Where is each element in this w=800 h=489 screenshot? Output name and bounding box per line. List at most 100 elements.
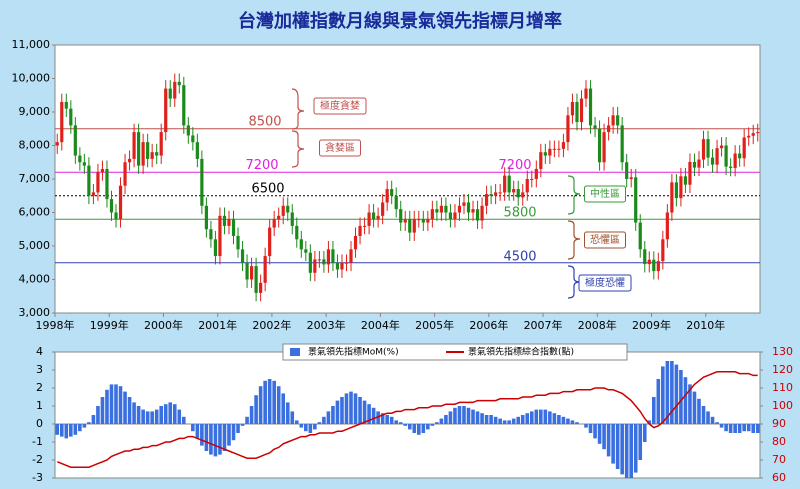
bar (728, 424, 733, 433)
bar (254, 395, 258, 424)
candle-body (751, 133, 755, 136)
bar (136, 406, 141, 424)
y-tick-label: 6,000 (19, 206, 51, 219)
bar (55, 424, 60, 435)
y-tick-label: 10,000 (12, 72, 51, 85)
bracket (567, 220, 581, 260)
bar (412, 424, 417, 433)
candle-body (204, 205, 208, 230)
bar (168, 402, 173, 424)
bar (733, 424, 737, 433)
candle-body (372, 212, 376, 220)
x-tick-label: 2000年 (144, 318, 183, 332)
bar (719, 424, 724, 428)
candle-body (137, 132, 141, 166)
bar (267, 379, 272, 424)
bar (344, 393, 349, 424)
bar (322, 416, 326, 424)
candle-body (381, 202, 385, 216)
candle-body (73, 125, 77, 156)
candle-body (634, 177, 638, 223)
candle-body (376, 215, 380, 220)
candle-body (313, 259, 317, 273)
candle-body (724, 145, 728, 167)
y-tick-label: -3 (32, 471, 43, 484)
bar (385, 415, 389, 424)
candle-body (656, 261, 660, 272)
candle-body (259, 282, 263, 293)
bar (195, 424, 200, 439)
candle-body (701, 139, 706, 160)
bar (132, 402, 136, 424)
candle-body (186, 125, 190, 136)
y-tick-label: 9,000 (19, 105, 51, 118)
candle-body (733, 153, 737, 168)
candle-body (566, 115, 570, 143)
bar (715, 422, 719, 424)
bar (651, 397, 656, 424)
candle-body (570, 101, 575, 116)
bracket (567, 175, 581, 215)
bar (73, 424, 78, 435)
bar (236, 424, 240, 433)
bar (520, 415, 525, 424)
bar (100, 397, 105, 424)
candle-body (620, 125, 624, 163)
y-tick-label: 11,000 (12, 38, 51, 51)
bar (78, 424, 82, 432)
candle-body (240, 249, 245, 263)
candle-body (647, 259, 651, 265)
candle-body (394, 195, 398, 210)
bar (444, 415, 448, 424)
candle-body (710, 157, 715, 165)
y-tick-label: 2 (36, 381, 43, 394)
candle-body (385, 189, 389, 203)
candle-body (191, 135, 195, 143)
candle-body (146, 142, 150, 159)
bar (489, 415, 493, 424)
candle-body (295, 225, 299, 240)
candle-body (530, 179, 534, 180)
bar (493, 416, 498, 424)
bar (701, 406, 706, 424)
bar (516, 416, 521, 424)
bar (249, 406, 254, 424)
candle-body (457, 205, 462, 213)
candle-body (625, 162, 629, 179)
candle-body (114, 212, 118, 220)
bar (466, 407, 471, 424)
y-tick-label: 1 (36, 399, 43, 412)
bar (737, 424, 742, 433)
candle-body (616, 115, 620, 126)
x-tick-label: 2004年 (361, 318, 400, 332)
bar (114, 384, 118, 424)
candle-body (286, 205, 290, 213)
candle-body (358, 225, 362, 236)
x-tick-label: 2005年 (415, 318, 454, 332)
bar (724, 424, 728, 432)
bar (172, 404, 177, 424)
bar (87, 422, 91, 424)
candle-body (719, 145, 724, 149)
x-tick-label: 2009年 (632, 318, 671, 332)
bar (290, 411, 295, 424)
bar (584, 424, 588, 428)
candle-body (683, 176, 688, 185)
bar (706, 411, 710, 424)
candle-body (127, 158, 132, 163)
bar (331, 406, 335, 424)
annotation: 貪婪區 (325, 141, 355, 154)
candle-body (277, 215, 281, 220)
candle-body (340, 262, 344, 270)
bar (222, 424, 227, 451)
bar (755, 424, 760, 433)
bracket (291, 88, 305, 130)
candle-body (335, 262, 340, 270)
candle-body (118, 185, 123, 220)
candle-body (448, 212, 453, 220)
bar (308, 424, 313, 433)
candle-body (525, 179, 529, 193)
candle-body (254, 266, 258, 293)
candle-body (462, 202, 466, 206)
bar (430, 424, 435, 426)
